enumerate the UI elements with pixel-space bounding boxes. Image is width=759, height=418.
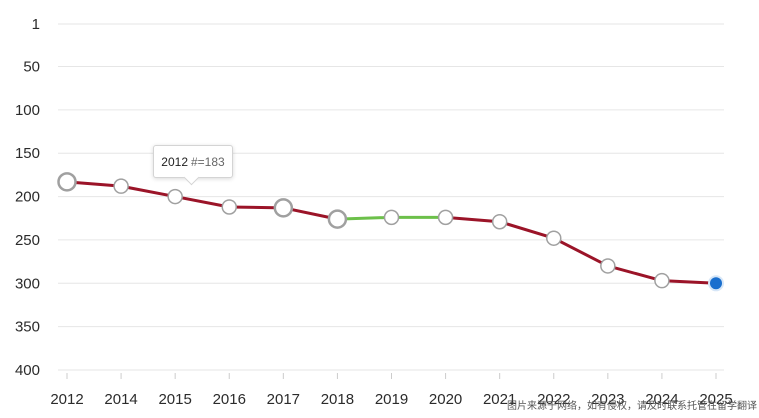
data-point[interactable] <box>273 198 294 218</box>
x-tick-label: 2017 <box>267 391 300 408</box>
y-tick-label: 300 <box>15 275 40 292</box>
y-tick-label: 250 <box>15 232 40 249</box>
tooltip-value: #=183 <box>191 154 225 169</box>
y-tick-label: 150 <box>15 145 40 162</box>
x-tick-label: 2023 <box>591 391 624 408</box>
data-point[interactable] <box>167 188 183 205</box>
y-tick-label: 50 <box>23 58 40 75</box>
x-tick-label: 2015 <box>158 391 191 408</box>
data-point[interactable] <box>654 272 670 289</box>
data-point[interactable] <box>327 209 348 229</box>
data-tooltip: 2012 #=183 <box>153 145 233 178</box>
y-tick-label: 400 <box>15 362 40 379</box>
data-point[interactable] <box>113 178 129 194</box>
x-tick-label: 2022 <box>537 391 570 408</box>
series-segment <box>606 264 664 283</box>
series-points <box>57 172 724 292</box>
series-segment <box>444 215 502 224</box>
data-point[interactable] <box>57 172 77 192</box>
x-tick-label: 2012 <box>50 391 83 408</box>
data-point[interactable] <box>546 230 562 246</box>
x-tick-label: 2025 <box>699 391 732 408</box>
data-point-current[interactable] <box>708 275 724 292</box>
data-point[interactable] <box>383 209 400 226</box>
x-tick-label: 2014 <box>104 391 137 408</box>
x-tick-label: 2016 <box>213 391 246 408</box>
data-point[interactable] <box>437 209 454 226</box>
y-tick-label: 350 <box>15 319 40 336</box>
y-tick-label: 100 <box>15 102 40 119</box>
x-axis-ticks: 2012 2014 2015 2016 2017 2018 2019 2020 2021 2022… <box>50 373 733 408</box>
tooltip-year: 2012 <box>161 154 188 169</box>
x-tick-label: 2020 <box>429 391 462 408</box>
y-tick-label: 1 <box>32 16 40 33</box>
data-point[interactable] <box>221 199 237 215</box>
x-tick-label: 2018 <box>321 391 354 408</box>
series-segment <box>119 184 177 199</box>
y-tick-label: 200 <box>15 189 40 206</box>
grid-lines <box>58 23 724 371</box>
series-segment <box>552 236 610 268</box>
watermark-text: 图片来源于网络，如有侵权，请及时联系托管在留学翻译 <box>507 401 757 412</box>
series-segment <box>660 279 718 285</box>
x-tick-label: 2019 <box>375 391 408 408</box>
data-point[interactable] <box>491 213 508 230</box>
series-segment <box>173 195 231 209</box>
series-segment <box>498 220 556 240</box>
x-tick-label: 2024 <box>645 391 678 408</box>
data-point[interactable] <box>600 258 616 274</box>
x-tick-label: 2021 <box>483 391 516 408</box>
